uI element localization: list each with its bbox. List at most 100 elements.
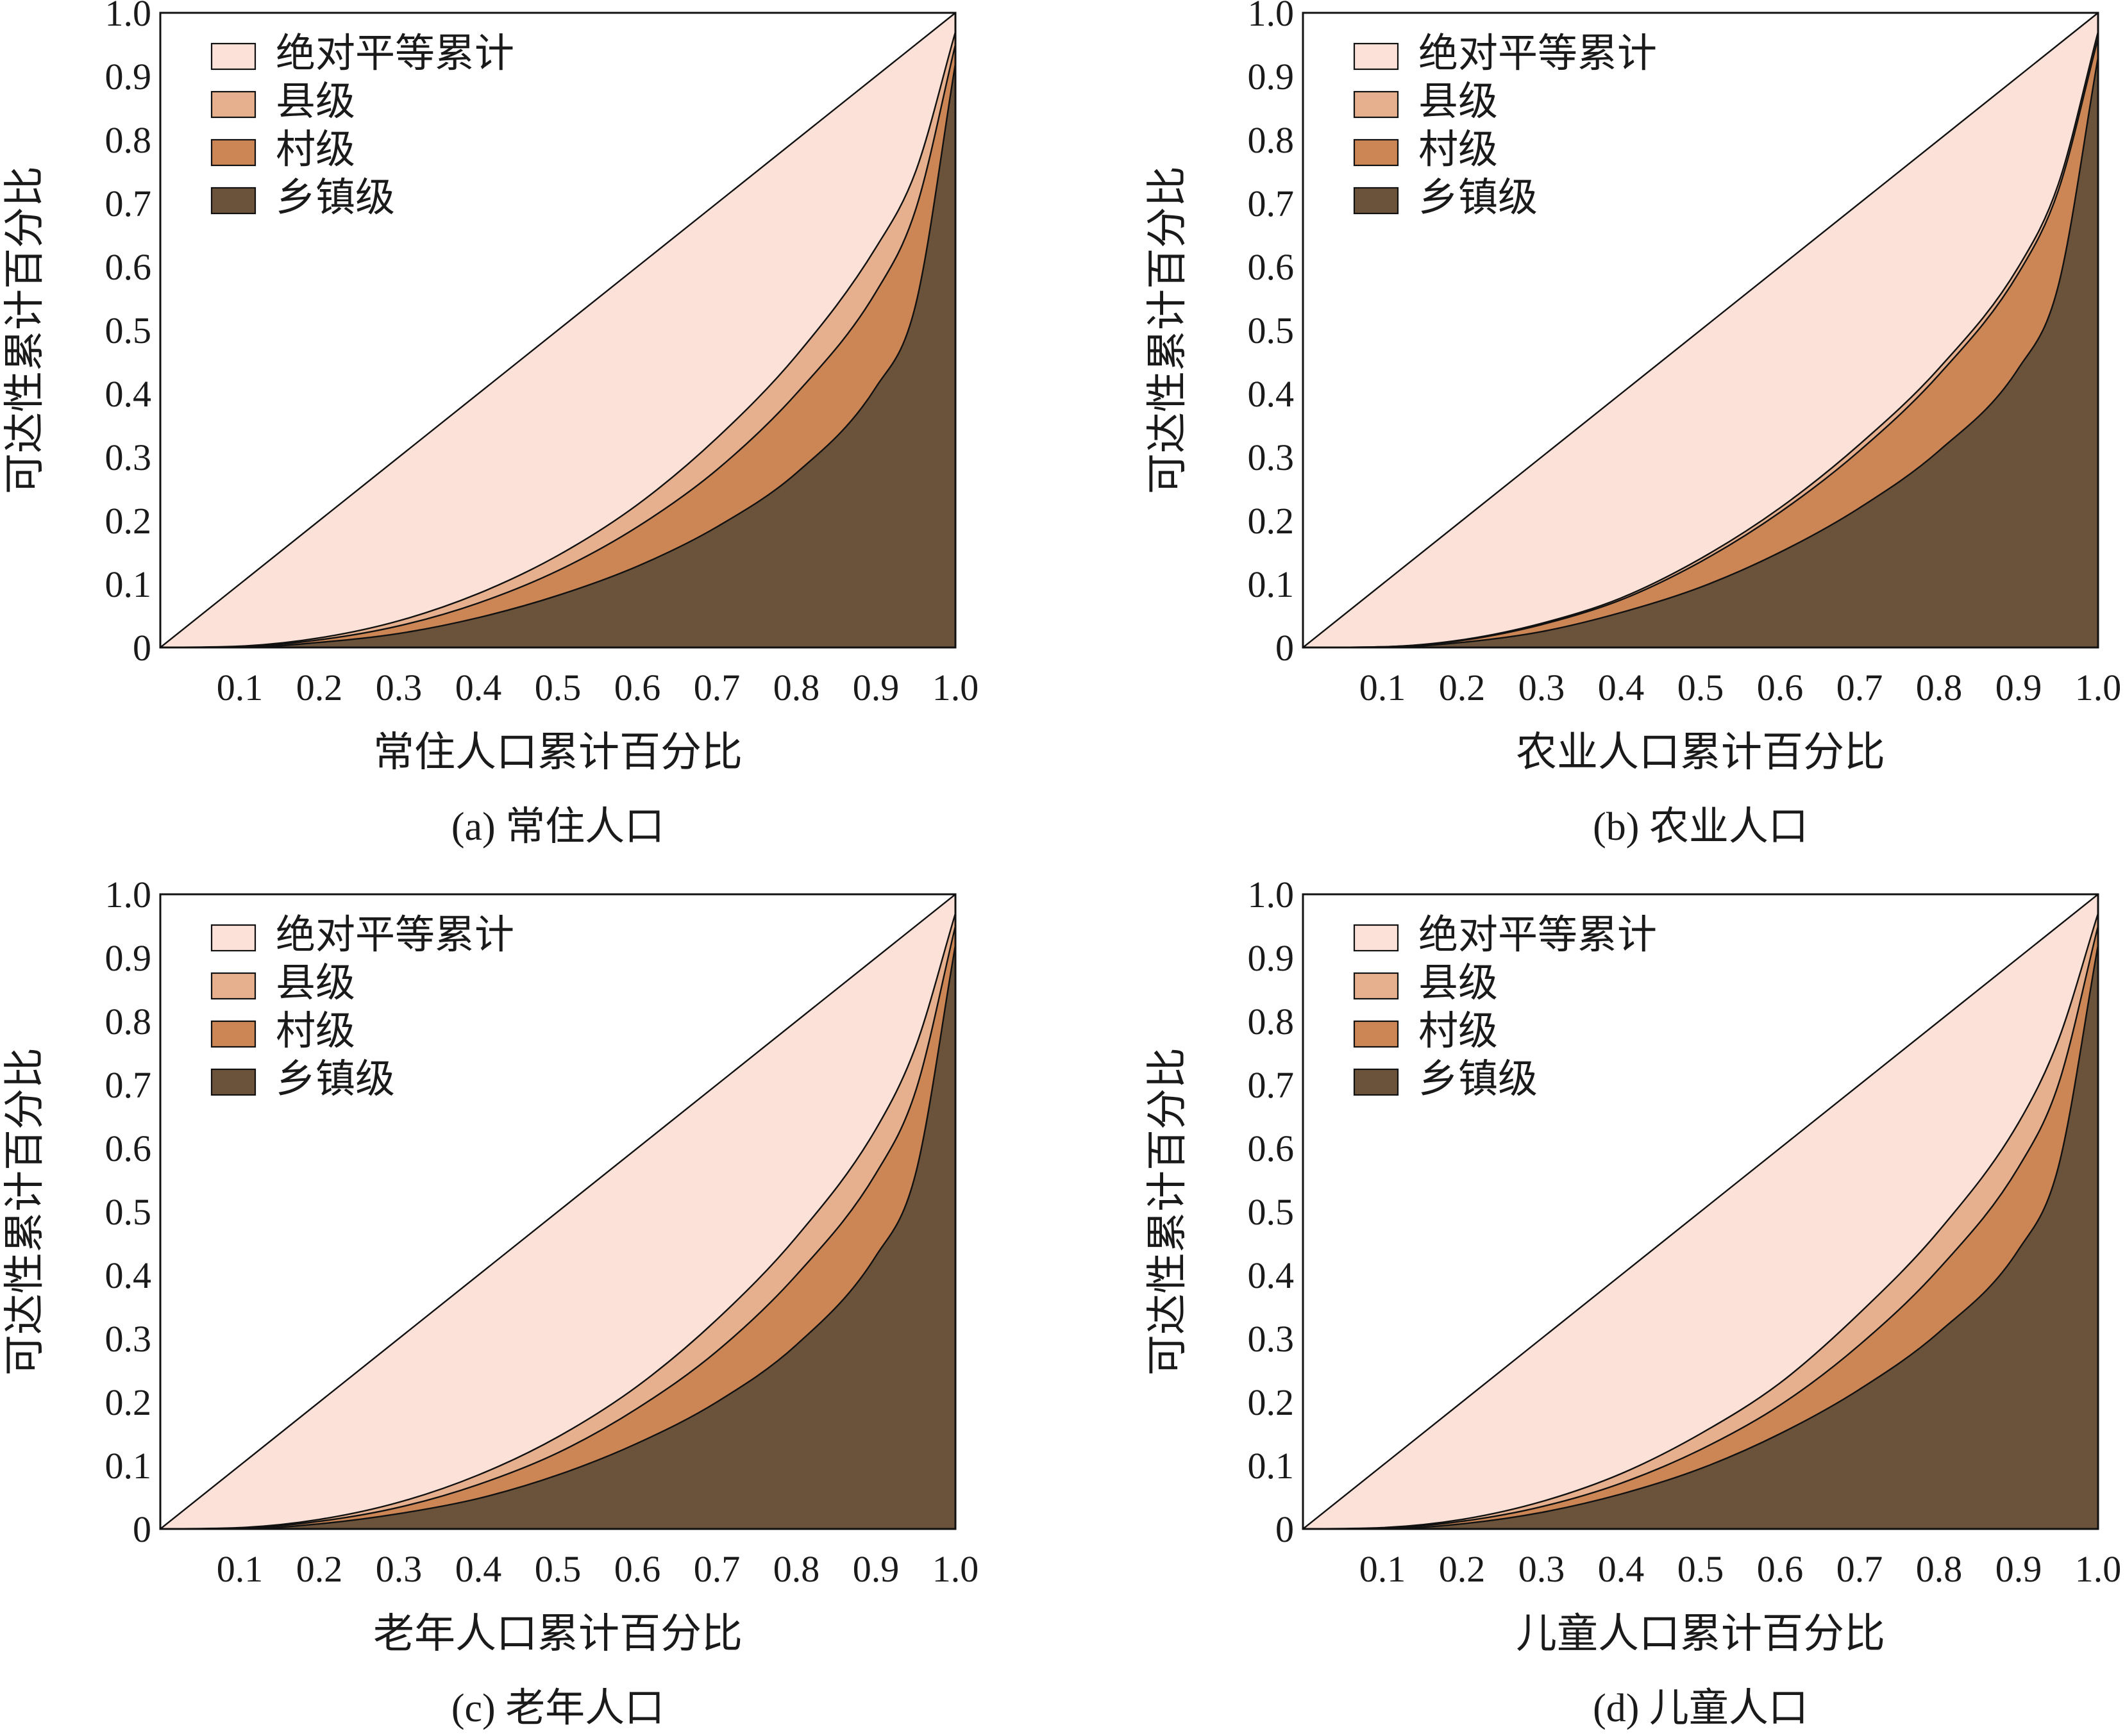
- x-tick-label: 1.0: [2075, 667, 2122, 708]
- y-tick-label: 0: [133, 1508, 151, 1550]
- plot-frame: [159, 893, 957, 1530]
- x-tick-label: 0.1: [1359, 667, 1406, 708]
- legend-label: 乡镇级: [276, 1058, 395, 1101]
- y-tick-label: 0.2: [1248, 500, 1295, 542]
- x-tick-label: 0.7: [1836, 1548, 1883, 1590]
- panel-caption: (a) 常住人口: [451, 805, 664, 849]
- legend-swatch: [210, 924, 256, 952]
- area-series-4: [159, 944, 957, 1530]
- area-series-4: [159, 63, 957, 649]
- y-axis-title: 可达性累计百分比: [1145, 166, 1190, 494]
- x-tick-label: 0.1: [1359, 1548, 1406, 1590]
- legend-label: 村级: [276, 128, 355, 172]
- area-series-4: [1302, 56, 2099, 649]
- area-series-4: [1302, 944, 2099, 1530]
- y-tick-label: 0.3: [105, 1318, 152, 1360]
- y-tick-label: 1.0: [105, 0, 152, 34]
- x-tick-label: 0.6: [614, 667, 661, 708]
- y-tick-label: 0.6: [1248, 246, 1295, 288]
- y-tick-label: 0.9: [1248, 937, 1295, 979]
- x-tick-label: 0.4: [1598, 1548, 1645, 1590]
- y-tick-label: 0.1: [1248, 563, 1295, 605]
- legend-swatch: [1353, 972, 1399, 1000]
- legend-label: 绝对平等累计: [1418, 914, 1657, 957]
- x-tick-label: 0.2: [296, 667, 343, 708]
- legend-swatch: [1353, 90, 1399, 119]
- x-tick-label: 0.3: [1518, 667, 1565, 708]
- legend-swatch: [1353, 42, 1399, 71]
- x-tick-label: 0.1: [217, 1548, 264, 1590]
- plot-frame: [1302, 12, 2099, 649]
- legend-swatch: [210, 1020, 256, 1048]
- y-tick-label: 0.8: [1248, 119, 1295, 161]
- x-tick-label: 0.5: [535, 1548, 582, 1590]
- x-tick-label: 0.9: [1995, 1548, 2042, 1590]
- y-axis-title: 可达性累计百分比: [1145, 1047, 1190, 1376]
- legend-swatch: [210, 1068, 256, 1096]
- legend-label: 乡镇级: [1418, 1058, 1538, 1101]
- chart-panel-1: 0 0.1 0.2 0.3 0.4 0.5 0.6 0.7 0.8 0.9 1.0 0.1 0.2 0.3…: [2, 0, 979, 849]
- plot-frame: [1302, 893, 2099, 1530]
- chart-panel-3: 0 0.1 0.2 0.3 0.4 0.5 0.6 0.7 0.8 0.9 1.0 0.1 0.2 0.3…: [2, 874, 979, 1730]
- x-tick-label: 0.8: [773, 667, 820, 708]
- y-tick-label: 0.8: [105, 119, 152, 161]
- legend-label: 乡镇级: [1418, 176, 1538, 220]
- legend-label: 村级: [1418, 128, 1498, 172]
- x-tick-label: 0.2: [1439, 1548, 1486, 1590]
- legend-label: 绝对平等累计: [1418, 32, 1657, 76]
- x-tick-label: 0.5: [535, 667, 582, 708]
- x-tick-label: 0.4: [1598, 667, 1645, 708]
- y-tick-label: 0.7: [105, 1064, 152, 1106]
- y-tick-label: 0.1: [105, 563, 152, 605]
- legend-label: 县级: [276, 80, 355, 124]
- x-tick-label: 0.2: [1439, 667, 1486, 708]
- y-tick-label: 0.1: [105, 1445, 152, 1487]
- x-tick-label: 0.6: [1757, 1548, 1804, 1590]
- x-tick-label: 0.1: [217, 667, 264, 708]
- legend-swatch: [1353, 1068, 1399, 1096]
- y-tick-label: 0: [133, 627, 151, 669]
- x-tick-label: 0.3: [376, 667, 423, 708]
- x-tick-label: 1.0: [2075, 1548, 2122, 1590]
- y-tick-label: 0.8: [105, 1001, 152, 1042]
- y-tick-label: 0.9: [1248, 56, 1295, 97]
- y-tick-label: 0.6: [1248, 1128, 1295, 1169]
- y-tick-label: 0.5: [105, 1191, 152, 1233]
- x-tick-label: 0.3: [1518, 1548, 1565, 1590]
- x-tick-label: 0.8: [1916, 1548, 1963, 1590]
- area-series-3: [159, 44, 957, 649]
- legend-swatch: [1353, 1020, 1399, 1048]
- x-tick-label: 0.9: [853, 667, 900, 708]
- legend-swatch: [210, 90, 256, 119]
- x-tick-label: 1.0: [932, 667, 979, 708]
- y-tick-label: 0.5: [105, 310, 152, 351]
- legend-label: 绝对平等累计: [276, 914, 514, 957]
- legend-label: 乡镇级: [276, 176, 395, 220]
- y-tick-label: 0.1: [1248, 1445, 1295, 1487]
- y-axis-title: 可达性累计百分比: [2, 1047, 47, 1376]
- x-tick-label: 0.2: [296, 1548, 343, 1590]
- x-tick-label: 0.7: [1836, 667, 1883, 708]
- y-tick-label: 0.6: [105, 246, 152, 288]
- legend-swatch: [1353, 924, 1399, 952]
- chart-panel-2: 0 0.1 0.2 0.3 0.4 0.5 0.6 0.7 0.8 0.9 1.0 0.1 0.2 0.3…: [1145, 0, 2121, 849]
- y-tick-label: 0.8: [1248, 1001, 1295, 1042]
- x-axis-title: 农业人口累计百分比: [1516, 730, 1885, 775]
- panel-caption: (c) 老年人口: [451, 1687, 664, 1730]
- y-axis-title: 可达性累计百分比: [2, 166, 47, 494]
- legend-label: 县级: [276, 962, 355, 1005]
- y-tick-label: 1.0: [105, 874, 152, 915]
- y-tick-label: 0.5: [1248, 310, 1295, 351]
- panel-caption: (b) 农业人口: [1593, 805, 1808, 849]
- y-tick-label: 0.2: [1248, 1381, 1295, 1423]
- y-tick-label: 1.0: [1248, 0, 1295, 34]
- y-tick-label: 0.7: [105, 183, 152, 224]
- y-tick-label: 0: [1275, 1508, 1294, 1550]
- legend-label: 村级: [1418, 1010, 1498, 1053]
- x-tick-label: 1.0: [932, 1548, 979, 1590]
- x-tick-label: 0.4: [455, 1548, 502, 1590]
